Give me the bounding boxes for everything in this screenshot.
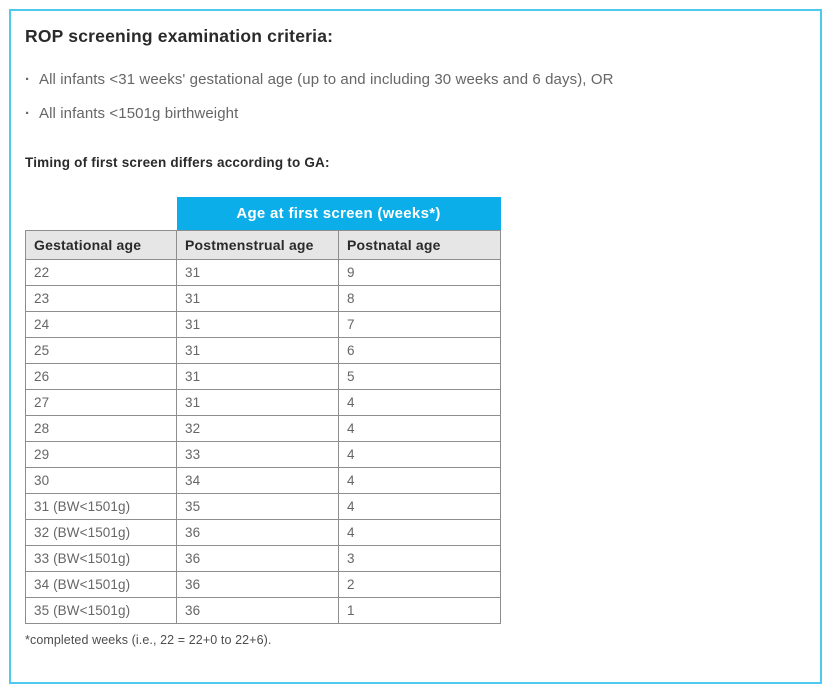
table-cell: 36 <box>176 571 339 598</box>
footnote: *completed weeks (i.e., 22 = 22+0 to 22+… <box>25 633 272 647</box>
blank-cell <box>26 197 177 231</box>
table-cell: 29 <box>25 441 177 468</box>
table-cell: 31 <box>176 259 339 286</box>
table-row: 27 31 4 <box>25 389 501 416</box>
table-cell: 35 (BW<1501g) <box>25 597 177 624</box>
column-header: Gestational age <box>25 230 177 260</box>
table-cell: 34 (BW<1501g) <box>25 571 177 598</box>
table-cell: 6 <box>338 337 501 364</box>
table-cell: 33 <box>176 441 339 468</box>
table-cell: 4 <box>338 389 501 416</box>
table-cell: 9 <box>338 259 501 286</box>
table-cell: 31 (BW<1501g) <box>25 493 177 520</box>
table-cell: 5 <box>338 363 501 390</box>
table-cell: 4 <box>338 415 501 442</box>
span-header-row: Age at first screen (weeks*) <box>26 197 501 231</box>
table-cell: 31 <box>176 311 339 338</box>
table-row: 24 31 7 <box>25 311 501 338</box>
table-cell: 7 <box>338 311 501 338</box>
table-cell: 4 <box>338 519 501 546</box>
table-cell: 2 <box>338 571 501 598</box>
table-cell: 31 <box>176 285 339 312</box>
table-cell: 4 <box>338 493 501 520</box>
table-cell: 8 <box>338 285 501 312</box>
span-header: Age at first screen (weeks*) <box>176 197 501 231</box>
table-cell: 31 <box>176 337 339 364</box>
table-row: 26 31 5 <box>25 363 501 390</box>
table-body: 22 31 9 23 31 8 24 31 7 25 31 6 26 31 5 27 31 4 28 32 4 29 33 4… <box>25 259 501 624</box>
table-cell: 4 <box>338 467 501 494</box>
table-cell: 23 <box>25 285 177 312</box>
table-cell: 32 <box>176 415 339 442</box>
bullet-icon: · <box>25 105 31 122</box>
table-cell: 30 <box>25 467 177 494</box>
table-row: 25 31 6 <box>25 337 501 364</box>
table-cell: 33 (BW<1501g) <box>25 545 177 572</box>
page-title: ROP screening examination criteria: <box>25 26 334 46</box>
table-cell: 36 <box>176 519 339 546</box>
table-cell: 36 <box>176 597 339 624</box>
table-row: 30 34 4 <box>25 467 501 494</box>
column-header: Postmenstrual age <box>176 230 339 260</box>
table-row: 28 32 4 <box>25 415 501 442</box>
table-cell: 32 (BW<1501g) <box>25 519 177 546</box>
timing-subtitle: Timing of first screen differs according… <box>25 155 330 170</box>
table-cell: 27 <box>25 389 177 416</box>
criteria-text: All infants <31 weeks' gestational age (… <box>39 71 614 88</box>
table-row: 22 31 9 <box>25 259 501 286</box>
table-row: 23 31 8 <box>25 285 501 312</box>
table-row: 33 (BW<1501g) 36 3 <box>25 545 501 572</box>
bullet-icon: · <box>25 71 31 88</box>
table-cell: 34 <box>176 467 339 494</box>
table-row: 35 (BW<1501g) 36 1 <box>25 597 501 624</box>
column-header-row: Gestational age Postmenstrual age Postna… <box>25 230 501 260</box>
criteria-list: · All infants <31 weeks' gestational age… <box>25 70 806 124</box>
table-cell: 31 <box>176 363 339 390</box>
table-cell: 22 <box>25 259 177 286</box>
criteria-text: All infants <1501g birthweight <box>39 105 239 122</box>
table-cell: 4 <box>338 441 501 468</box>
table-row: 32 (BW<1501g) 36 4 <box>25 519 501 546</box>
table-cell: 36 <box>176 545 339 572</box>
rop-criteria-panel: ROP screening examination criteria: · Al… <box>9 9 822 684</box>
table-cell: 25 <box>25 337 177 364</box>
table-cell: 24 <box>25 311 177 338</box>
table-row: 31 (BW<1501g) 35 4 <box>25 493 501 520</box>
table-cell: 3 <box>338 545 501 572</box>
table-cell: 26 <box>25 363 177 390</box>
screening-table: Age at first screen (weeks*) Gestational… <box>25 197 501 624</box>
list-item: · All infants <31 weeks' gestational age… <box>25 70 806 90</box>
table-cell: 35 <box>176 493 339 520</box>
table-row: 34 (BW<1501g) 36 2 <box>25 571 501 598</box>
table-cell: 1 <box>338 597 501 624</box>
table-row: 29 33 4 <box>25 441 501 468</box>
list-item: · All infants <1501g birthweight <box>25 104 806 124</box>
table-cell: 31 <box>176 389 339 416</box>
table-cell: 28 <box>25 415 177 442</box>
column-header: Postnatal age <box>338 230 501 260</box>
